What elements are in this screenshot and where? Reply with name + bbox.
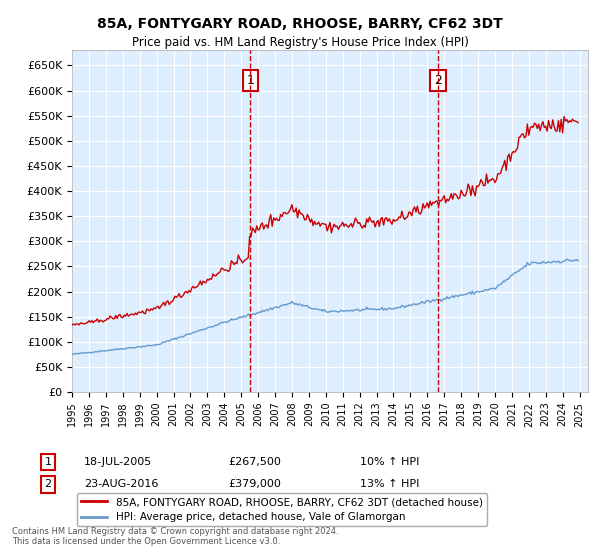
Text: £267,500: £267,500 [228,457,281,467]
Text: £379,000: £379,000 [228,479,281,489]
Text: 1: 1 [44,457,52,467]
Text: 85A, FONTYGARY ROAD, RHOOSE, BARRY, CF62 3DT: 85A, FONTYGARY ROAD, RHOOSE, BARRY, CF62… [97,17,503,31]
Text: 2: 2 [434,74,442,87]
Legend: 85A, FONTYGARY ROAD, RHOOSE, BARRY, CF62 3DT (detached house), HPI: Average pric: 85A, FONTYGARY ROAD, RHOOSE, BARRY, CF62… [77,493,487,526]
Text: 23-AUG-2016: 23-AUG-2016 [84,479,158,489]
Text: 2: 2 [44,479,52,489]
Text: 13% ↑ HPI: 13% ↑ HPI [360,479,419,489]
Text: 18-JUL-2005: 18-JUL-2005 [84,457,152,467]
Text: 10% ↑ HPI: 10% ↑ HPI [360,457,419,467]
Text: 1: 1 [247,74,254,87]
Text: Price paid vs. HM Land Registry's House Price Index (HPI): Price paid vs. HM Land Registry's House … [131,36,469,49]
Text: Contains HM Land Registry data © Crown copyright and database right 2024.
This d: Contains HM Land Registry data © Crown c… [12,526,338,546]
